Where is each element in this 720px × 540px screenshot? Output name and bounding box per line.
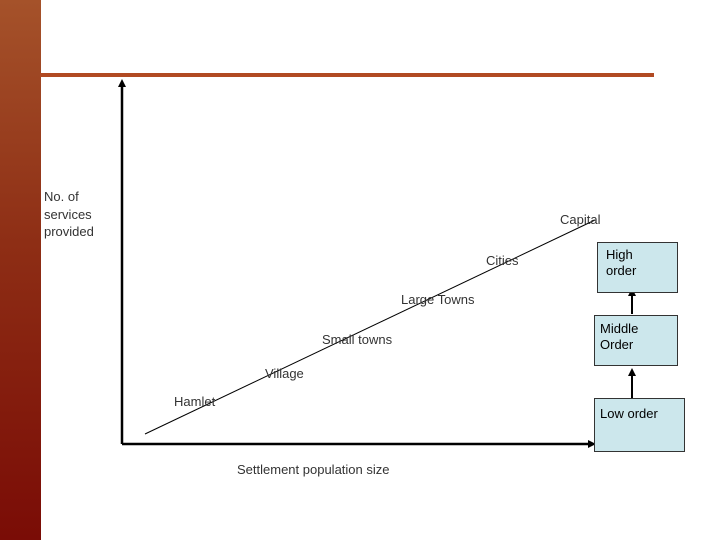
low-order-box: Low order [594,398,685,452]
middle-order-box: Middle Order [594,315,678,366]
label-small-towns: Small towns [322,332,393,347]
high-order-box: High order [597,242,678,293]
middle-order-label: Middle Order [600,321,639,352]
y-axis-label: No. of services provided [44,189,94,239]
low-order-label: Low order [600,406,658,421]
slide-sidebar-band [0,0,41,540]
label-cities: Cities [486,253,519,268]
label-large-towns: Large Towns [401,292,475,307]
label-capital: Capital [560,212,601,227]
high-order-label: High order [606,247,637,278]
x-axis-label: Settlement population size [237,462,390,477]
hierarchy-trend-line [144,219,596,435]
title-rule [40,73,654,77]
label-hamlet: Hamlet [174,394,216,409]
label-village: Village [265,366,304,381]
